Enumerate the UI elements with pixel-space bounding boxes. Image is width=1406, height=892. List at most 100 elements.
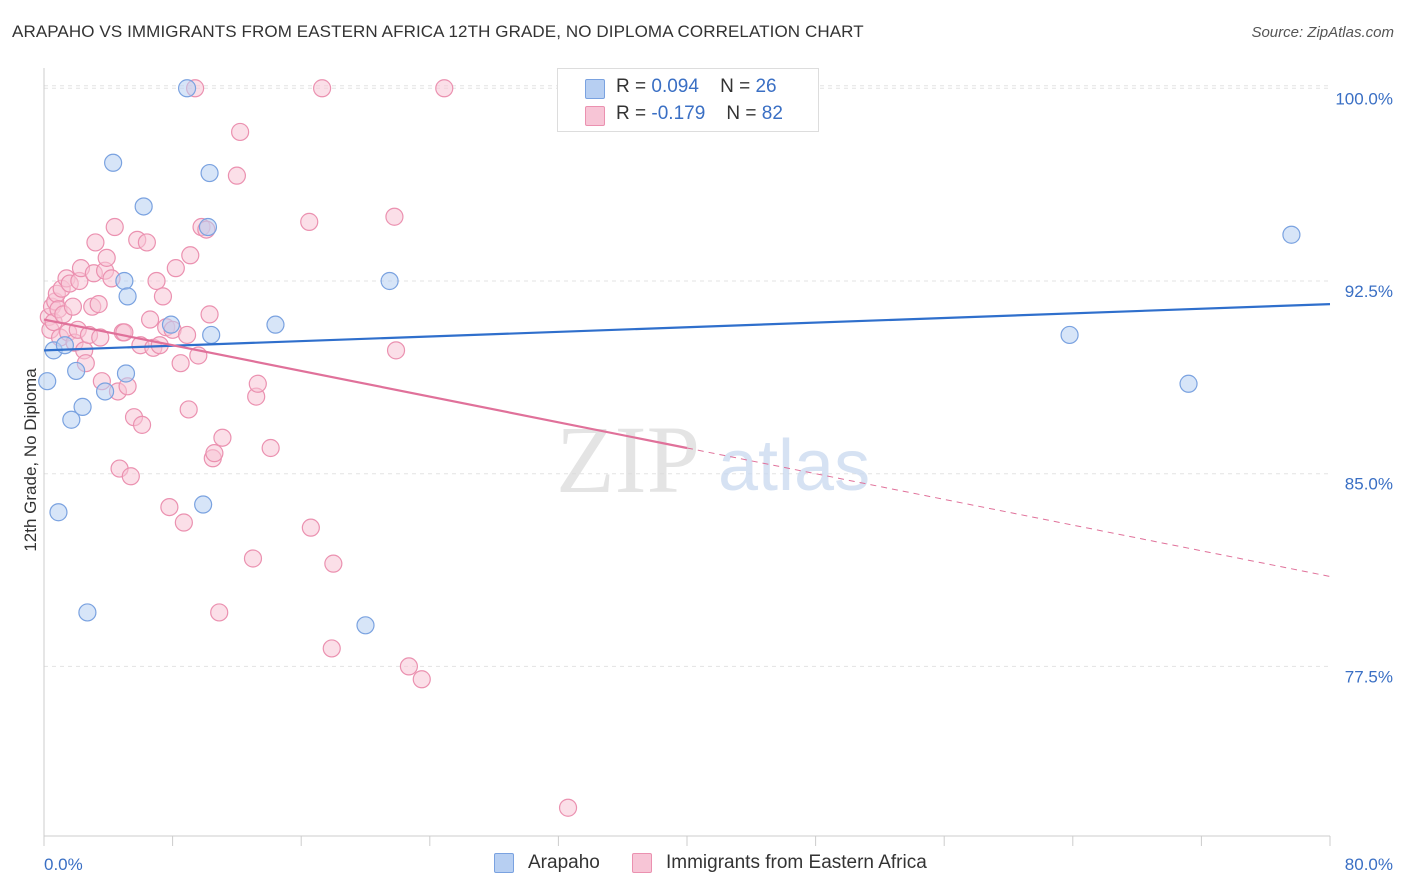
- point-immigrants: [91, 328, 110, 347]
- point-immigrants: [115, 323, 134, 342]
- point-immigrants: [205, 444, 224, 463]
- trend-line-immigrants-extrapolated: [686, 447, 1331, 577]
- point-immigrants: [412, 670, 431, 689]
- point-arapaho: [356, 616, 375, 635]
- trend-line-arapaho: [43, 303, 1331, 352]
- point-immigrants: [248, 374, 267, 393]
- point-arapaho: [177, 79, 197, 98]
- point-arapaho: [1282, 225, 1301, 244]
- data-points: [38, 79, 1301, 817]
- legend-r-label: R =: [616, 103, 647, 124]
- series-legend: Arapaho Immigrants from Eastern Africa: [0, 852, 1406, 878]
- point-immigrants: [231, 122, 250, 142]
- point-immigrants: [121, 467, 140, 486]
- legend-n-value-immigrants: 82: [761, 103, 783, 124]
- y-tick-label: 85.0%: [1345, 475, 1393, 494]
- point-arapaho: [1060, 325, 1079, 345]
- point-arapaho: [38, 372, 57, 391]
- point-arapaho: [1179, 374, 1198, 393]
- point-arapaho: [200, 163, 219, 183]
- point-immigrants: [243, 549, 263, 568]
- point-immigrants: [174, 513, 193, 532]
- point-immigrants: [181, 246, 200, 265]
- point-arapaho: [134, 197, 153, 216]
- axes: [43, 68, 1331, 846]
- legend-r-value-immigrants: -0.179: [651, 103, 706, 124]
- trend-line-immigrants: [43, 318, 688, 450]
- series-swatch-arapaho: [494, 853, 514, 873]
- point-arapaho: [194, 495, 213, 514]
- legend-n-label: N =: [726, 103, 757, 124]
- point-arapaho: [62, 410, 81, 429]
- point-immigrants: [301, 518, 320, 537]
- point-arapaho: [55, 336, 74, 355]
- y-tick-label: 92.5%: [1345, 282, 1393, 301]
- watermark: ZIP atlas: [556, 406, 870, 513]
- point-arapaho: [198, 217, 218, 237]
- point-immigrants: [385, 207, 404, 226]
- point-immigrants: [312, 79, 332, 98]
- point-arapaho: [161, 315, 181, 334]
- x-tick-label-min: 0.0%: [44, 855, 83, 874]
- point-immigrants: [153, 287, 173, 306]
- point-arapaho: [380, 271, 399, 291]
- point-immigrants: [324, 554, 343, 573]
- point-immigrants: [171, 354, 190, 373]
- legend-n-label: N =: [720, 76, 751, 97]
- point-arapaho: [49, 503, 68, 522]
- point-arapaho: [67, 361, 86, 381]
- point-immigrants: [322, 639, 341, 658]
- y-tick-label: 77.5%: [1345, 667, 1393, 686]
- point-arapaho: [95, 382, 115, 401]
- legend-n-value-arapaho: 26: [755, 76, 777, 97]
- point-immigrants: [213, 428, 232, 447]
- watermark-atlas: atlas: [718, 426, 870, 506]
- watermark-zip: ZIP: [556, 406, 700, 513]
- point-immigrants: [137, 233, 156, 252]
- point-immigrants: [177, 325, 197, 345]
- point-immigrants: [105, 217, 124, 237]
- legend-swatch-immigrants: [585, 106, 605, 126]
- point-arapaho: [73, 397, 92, 416]
- point-immigrants: [160, 497, 179, 517]
- chart-source: Source: ZipAtlas.com: [1251, 24, 1394, 41]
- point-immigrants: [86, 233, 105, 252]
- point-arapaho: [266, 315, 285, 334]
- point-arapaho: [118, 287, 137, 306]
- point-immigrants: [227, 166, 246, 185]
- x-tick-label-max: 80.0%: [1345, 855, 1393, 874]
- point-immigrants: [97, 248, 116, 267]
- trend-lines: [43, 303, 1331, 577]
- correlation-legend: R = 0.094 N = 26 R = -0.179 N = 82: [557, 68, 819, 132]
- legend-swatch-arapaho: [585, 79, 605, 99]
- point-immigrants: [210, 603, 229, 622]
- point-arapaho: [115, 271, 134, 291]
- point-arapaho: [78, 603, 97, 622]
- legend-r-value-arapaho: 0.094: [651, 76, 699, 97]
- point-immigrants: [89, 295, 108, 314]
- legend-r-label: R =: [616, 76, 647, 97]
- point-immigrants: [166, 259, 185, 278]
- point-immigrants: [132, 415, 152, 434]
- point-arapaho: [202, 325, 221, 345]
- y-axis-label: 12th Grade, No Diploma: [21, 368, 40, 552]
- point-arapaho: [116, 364, 136, 383]
- point-arapaho: [104, 153, 123, 172]
- point-immigrants: [399, 657, 419, 676]
- point-immigrants: [63, 297, 83, 316]
- point-immigrants: [435, 79, 454, 98]
- series-swatch-immigrants: [632, 853, 652, 873]
- tick-labels: 77.5% 85.0% 92.5% 100.0% 0.0% 80.0%: [44, 89, 1393, 874]
- point-immigrants: [140, 310, 160, 329]
- point-immigrants: [261, 438, 280, 458]
- y-tick-label: 100.0%: [1335, 89, 1393, 108]
- series-label-immigrants: Immigrants from Eastern Africa: [666, 852, 927, 873]
- point-immigrants: [147, 271, 166, 291]
- series-label-arapaho: Arapaho: [528, 852, 600, 873]
- point-immigrants: [558, 798, 578, 817]
- point-immigrants: [200, 305, 219, 324]
- chart-title: ARAPAHO VS IMMIGRANTS FROM EASTERN AFRIC…: [12, 22, 864, 41]
- point-immigrants: [179, 400, 198, 419]
- point-immigrants: [300, 212, 319, 231]
